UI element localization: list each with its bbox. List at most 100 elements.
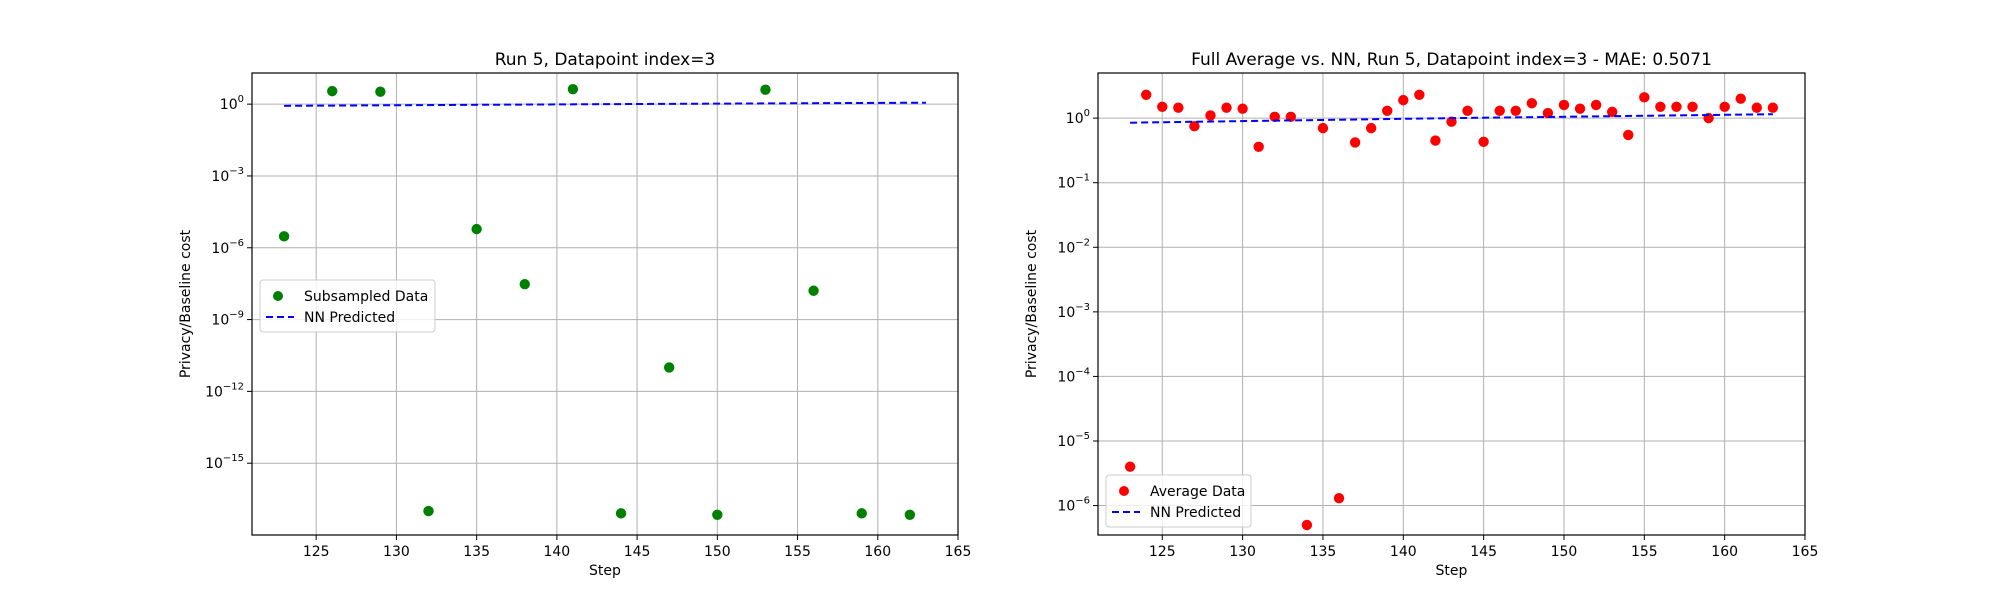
data-point [1510,105,1521,116]
data-point [1719,101,1730,112]
data-point [1655,101,1666,112]
y-tick-label: 10−5 [1057,431,1090,450]
y-tick-label: 10−3 [211,166,244,185]
data-point [760,84,771,95]
data-point [615,508,627,519]
data-point [1365,122,1377,134]
data-point [663,362,675,373]
y-tick-label: 10−6 [211,238,244,257]
x-tick-label: 135 [463,544,490,560]
y-tick-label: 10−1 [1057,173,1090,192]
data-point [856,508,867,519]
series-line-nn-predicted [1130,113,1773,124]
data-point [1542,107,1554,119]
data-point [1141,89,1152,100]
y-axis-label: Privacy/Baseline cost [1024,229,1040,378]
y-tick-label: 10−9 [211,310,244,329]
y-tick-label: 10−6 [1057,496,1090,515]
legend-label: NN Predicted [1150,505,1241,521]
data-point [1558,99,1570,111]
plot-frame [1097,72,1806,536]
data-point [712,509,723,520]
x-tick-label: 140 [1390,544,1417,560]
data-point [1414,89,1425,100]
x-tick-label: 155 [784,544,811,560]
y-axis-label: Privacy/Baseline cost [178,229,194,378]
chart-title: Run 5, Datapoint index=3 [495,50,716,70]
x-tick-label: 165 [945,544,972,560]
data-point [1735,93,1746,104]
data-point [519,279,530,290]
y-tick-label: 10−12 [205,381,244,400]
data-point [1574,103,1586,114]
y-tick-label: 100 [220,94,244,113]
y-tick-label: 10−4 [1057,366,1090,385]
data-point [1767,102,1779,113]
x-tick-label: 140 [543,544,570,560]
plot-frame [251,72,959,536]
data-point [1173,102,1184,113]
data-point [1253,141,1264,152]
x-tick-label: 125 [303,544,330,560]
legend-label: Average Data [1150,484,1245,500]
data-point [1221,102,1232,113]
x-tick-label: 135 [1310,544,1337,560]
x-tick-label: 160 [1711,544,1738,560]
legend-label: NN Predicted [304,310,395,326]
data-point [1189,121,1200,132]
x-tick-label: 150 [1551,544,1578,560]
data-point [327,85,338,97]
y-tick-label: 10−3 [1057,302,1090,321]
data-point [1590,99,1602,111]
data-point [1269,111,1280,122]
data-point [1494,105,1505,116]
x-axis-label: Step [1436,563,1468,579]
data-point [1349,137,1361,148]
chart-title: Full Average vs. NN, Run 5, Datapoint in… [1191,50,1712,70]
data-point [423,505,434,517]
x-tick-label: 150 [704,544,731,560]
data-point [904,509,916,520]
x-tick-label: 145 [624,544,651,560]
data-point [278,231,290,242]
legend: Average Data NN Predicted [1105,474,1252,528]
x-tick-label: 125 [1149,544,1176,560]
data-point [1205,110,1216,121]
x-tick-label: 160 [864,544,891,560]
data-point [471,223,482,235]
x-tick-label: 130 [383,544,410,560]
x-tick-label: 165 [1792,544,1819,560]
data-point [1526,98,1538,109]
legend-marker-scatter [1119,486,1129,496]
data-point [1478,136,1489,148]
y-tick-label: 10−15 [205,453,244,472]
y-tick-label: 100 [1066,108,1090,127]
legend-marker-scatter [273,291,283,301]
y-tick-label: 10−2 [1057,237,1090,256]
data-point [1237,103,1248,114]
data-point [1398,94,1409,106]
legend: Subsampled Data NN Predicted [259,279,436,333]
data-point [1157,101,1168,112]
data-point [1430,135,1441,146]
data-point [1124,461,1136,472]
data-point [808,285,819,296]
data-point [1687,101,1698,112]
series-line-nn-predicted [284,101,926,107]
data-point [1462,105,1473,116]
chart-left: 125 130 135 140 145 150 155 160 165 10−15 10−12 10−… [178,50,971,579]
data-point [1285,111,1297,122]
data-point [1606,106,1618,118]
data-point [1301,519,1313,531]
x-tick-label: 145 [1470,544,1497,560]
data-point [1751,102,1762,113]
data-point [1382,105,1393,116]
data-point [1639,92,1650,103]
data-point [567,84,579,95]
data-point [1446,116,1457,127]
legend-box [1105,474,1252,528]
x-axis-label: Step [589,563,621,579]
data-point [1623,129,1634,141]
x-tick-label: 130 [1229,544,1256,560]
